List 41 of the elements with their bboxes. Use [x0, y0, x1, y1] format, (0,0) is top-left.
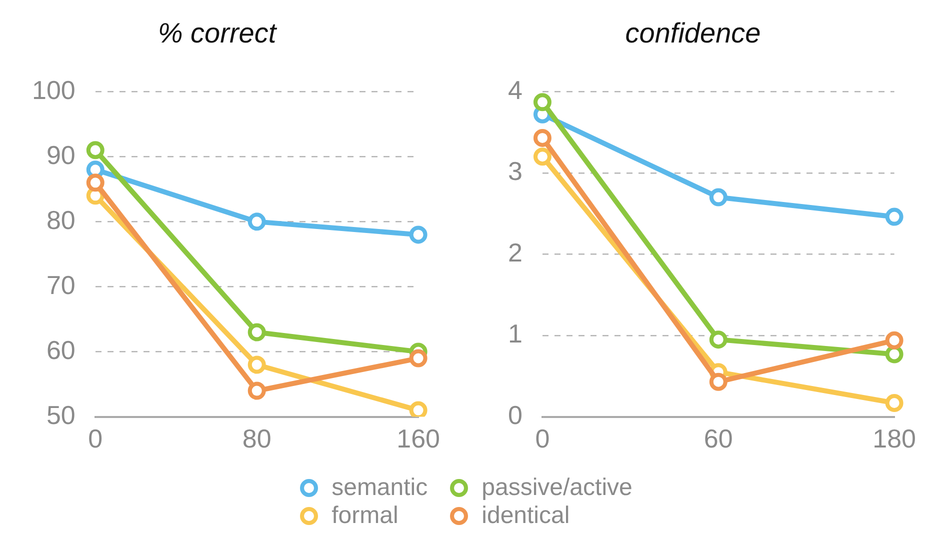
y-tick-label: 1: [508, 318, 522, 349]
point: [533, 93, 552, 112]
x-tick-label: 60: [704, 424, 733, 454]
legend-label: semantic: [332, 474, 428, 502]
legend-label: identical: [482, 502, 570, 530]
y-tick-label: 80: [46, 204, 76, 235]
y-tick-label: 2: [508, 237, 522, 268]
point: [248, 212, 266, 231]
legend-label: passive/active: [482, 474, 632, 502]
point: [885, 345, 904, 364]
x-tick-label: 80: [242, 424, 272, 454]
point: [86, 174, 104, 192]
y-tick-label: 60: [46, 334, 76, 365]
point: [248, 382, 266, 400]
point: [885, 208, 904, 226]
point: [709, 188, 728, 206]
legend-label: formal: [332, 502, 398, 530]
point: [248, 356, 266, 374]
x-tick-label: 160: [396, 424, 440, 454]
y-tick-label: 100: [32, 74, 76, 105]
point: [533, 128, 552, 147]
point: [709, 372, 728, 391]
y-tick-label: 0: [508, 400, 522, 430]
point: [248, 323, 266, 342]
x-tick-label: 0: [535, 424, 550, 454]
chart-title: confidence: [625, 18, 761, 49]
y-tick-label: 3: [508, 156, 522, 186]
x-tick-label: 0: [88, 424, 103, 454]
y-tick-label: 70: [46, 270, 76, 300]
point: [533, 148, 552, 166]
point: [885, 331, 904, 350]
point: [709, 330, 728, 349]
y-tick-label: 50: [46, 400, 76, 430]
point: [409, 349, 428, 368]
point: [86, 141, 104, 160]
point: [885, 394, 904, 412]
x-tick-label: 180: [872, 424, 916, 454]
y-tick-label: 4: [508, 74, 522, 105]
y-tick-label: 90: [46, 140, 76, 170]
chart-title: % correct: [158, 18, 278, 49]
point: [409, 226, 428, 244]
